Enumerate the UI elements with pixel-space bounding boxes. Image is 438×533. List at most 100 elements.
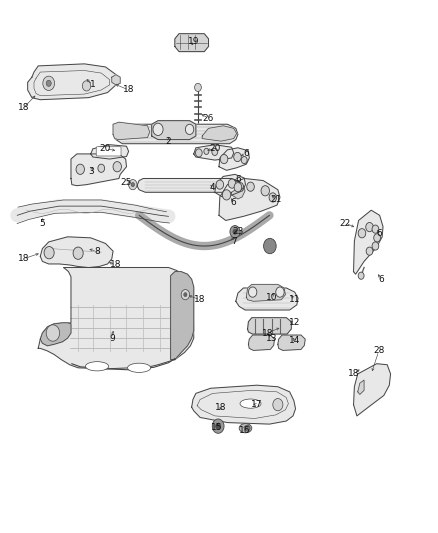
Circle shape [234,183,242,192]
Polygon shape [194,145,234,160]
Circle shape [44,247,54,259]
Polygon shape [38,268,194,369]
Ellipse shape [85,362,109,371]
Polygon shape [28,64,116,100]
Text: 5: 5 [39,219,45,228]
Text: 22: 22 [339,219,351,228]
Circle shape [269,193,277,202]
Polygon shape [152,120,196,140]
Circle shape [358,229,366,238]
Text: 20: 20 [209,144,220,154]
Circle shape [73,247,83,260]
Circle shape [212,419,224,433]
Circle shape [46,325,60,341]
Circle shape [131,183,134,187]
Circle shape [247,182,254,191]
Polygon shape [358,380,364,394]
Circle shape [153,123,163,135]
Circle shape [234,152,241,161]
FancyBboxPatch shape [96,147,121,156]
Polygon shape [114,124,238,144]
Circle shape [220,155,228,164]
Polygon shape [113,122,150,140]
Circle shape [237,183,244,190]
Text: 15: 15 [211,423,223,432]
Text: 10: 10 [266,293,277,302]
Circle shape [195,149,202,157]
Polygon shape [40,323,71,346]
Polygon shape [219,179,280,221]
Text: 18: 18 [261,328,273,337]
Circle shape [358,272,364,279]
Text: 3: 3 [88,167,94,176]
Polygon shape [215,174,245,197]
Circle shape [233,229,237,235]
Polygon shape [171,272,194,360]
Circle shape [241,157,247,164]
Polygon shape [232,185,245,199]
Circle shape [46,80,51,86]
Text: 26: 26 [203,114,214,123]
Circle shape [372,242,379,250]
Circle shape [228,179,236,188]
Polygon shape [247,318,291,334]
Circle shape [273,399,283,411]
Text: 18: 18 [194,295,206,304]
Circle shape [216,180,224,189]
Polygon shape [112,75,120,85]
Polygon shape [219,148,249,171]
Text: 9: 9 [109,334,115,343]
Text: 17: 17 [251,400,263,409]
Ellipse shape [239,424,252,433]
Ellipse shape [127,363,151,373]
Circle shape [248,287,257,297]
Text: 28: 28 [373,346,385,356]
Text: 7: 7 [231,237,237,246]
Circle shape [366,222,373,232]
Circle shape [212,148,218,156]
Circle shape [76,164,85,174]
Ellipse shape [240,399,261,408]
Text: 21: 21 [270,196,282,205]
Text: 2: 2 [166,136,171,146]
Text: 12: 12 [289,318,300,327]
Text: 16: 16 [238,426,250,435]
Polygon shape [71,154,127,185]
Text: 11: 11 [289,295,300,304]
Circle shape [223,190,231,200]
Polygon shape [192,385,296,424]
Text: 6: 6 [244,149,249,158]
Text: 18: 18 [215,403,227,411]
Polygon shape [248,335,275,350]
Text: 14: 14 [289,336,300,345]
Circle shape [366,247,373,255]
Polygon shape [175,34,208,52]
Circle shape [129,180,137,190]
Text: 13: 13 [266,334,277,343]
Text: 6: 6 [378,275,384,284]
Text: 6: 6 [235,175,241,184]
Text: 19: 19 [188,37,200,46]
Polygon shape [353,364,391,416]
Text: 6: 6 [376,229,381,238]
Circle shape [264,238,276,254]
Text: 18: 18 [18,103,29,112]
Polygon shape [278,335,305,350]
Circle shape [82,81,91,91]
Text: 6: 6 [231,198,237,207]
Text: 1: 1 [90,80,96,90]
Circle shape [204,148,209,155]
Text: 4: 4 [210,183,215,192]
Polygon shape [236,288,298,310]
Polygon shape [353,210,383,274]
Polygon shape [246,285,286,301]
Circle shape [215,423,221,429]
Circle shape [245,425,250,431]
Text: 23: 23 [232,227,244,236]
Circle shape [276,287,284,297]
Circle shape [43,76,55,91]
Text: 18: 18 [123,85,134,94]
Circle shape [185,124,194,134]
Polygon shape [40,237,113,268]
Polygon shape [137,179,240,192]
